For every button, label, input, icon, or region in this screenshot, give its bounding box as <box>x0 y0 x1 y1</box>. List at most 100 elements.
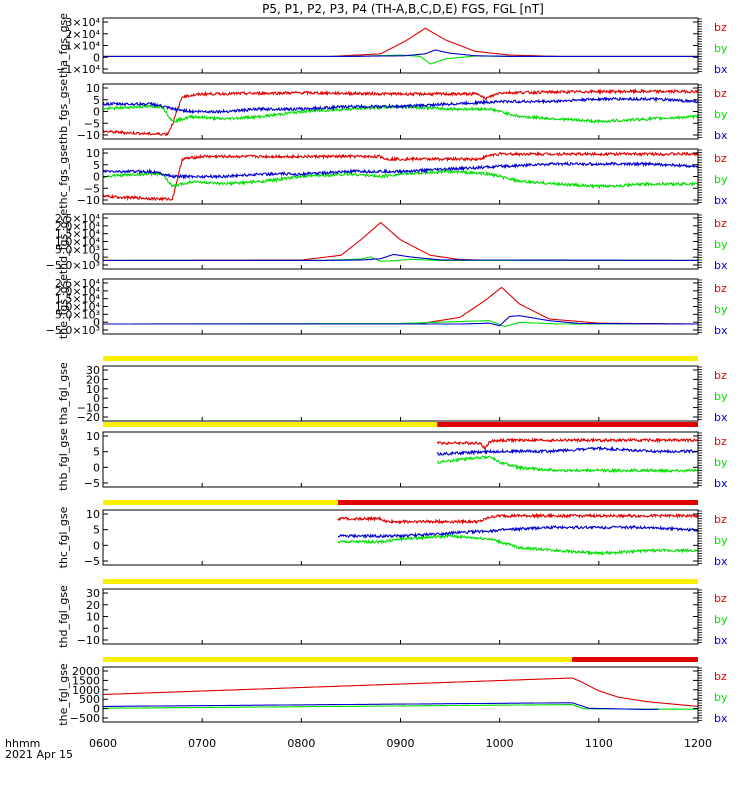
y-tick-label: 5 <box>93 94 100 107</box>
legend-bx: bx <box>714 411 728 424</box>
y-tick-label: 0 <box>93 171 100 184</box>
y-tick-label: −5 <box>84 477 100 490</box>
y-tick-label: 1×10⁴ <box>65 40 100 53</box>
y-tick-label: 0 <box>93 622 100 635</box>
status-bar-yellow <box>103 500 339 505</box>
y-tick-label: 5 <box>93 524 100 537</box>
series-bz <box>103 222 698 261</box>
series-bz <box>337 512 699 525</box>
series-by <box>103 103 699 125</box>
x-unit-label: hhmm <box>5 737 40 750</box>
y-tick-label: 0 <box>93 51 100 64</box>
status-bar-red <box>437 422 698 427</box>
legend-bx: bx <box>714 194 728 207</box>
y-tick-label: 2.0×10⁴ <box>55 285 101 298</box>
y-tick-label: 0 <box>93 316 100 329</box>
y-tick-label: 10 <box>86 430 100 443</box>
legend-bz: bz <box>714 592 727 605</box>
legend-by: by <box>714 534 728 547</box>
status-bar-yellow <box>103 579 698 584</box>
y-axis-label: tha_fgs_gse <box>57 13 70 78</box>
y-tick-label: 0 <box>93 461 100 474</box>
y-tick-label: −5 <box>84 182 100 195</box>
y-tick-label: 1000 <box>72 684 100 697</box>
y-tick-label: −500 <box>70 712 100 725</box>
series-bz <box>102 88 699 136</box>
y-tick-label: −5 <box>84 555 100 568</box>
y-tick-label: 0 <box>93 703 100 716</box>
y-tick-label: 2.5×10⁴ <box>55 277 101 290</box>
legend-bx: bx <box>714 712 728 725</box>
y-tick-label: 10 <box>86 147 100 160</box>
y-tick-label: 1.5×10⁴ <box>55 293 101 306</box>
y-tick-label: 5.0×10³ <box>55 308 100 321</box>
series-bz <box>102 151 699 202</box>
series-bz <box>436 437 699 451</box>
legend-by: by <box>714 42 728 55</box>
y-tick-label: 10 <box>86 383 100 396</box>
legend-bz: bz <box>714 670 727 683</box>
series-bx <box>103 253 698 261</box>
y-tick-label: 0 <box>93 539 100 552</box>
y-axis-label: the_fgl_gse <box>57 663 70 726</box>
x-tick-label: 0600 <box>89 737 117 750</box>
legend-bx: bx <box>714 555 728 568</box>
y-tick-label: −5.0×10³ <box>46 259 100 272</box>
legend-by: by <box>714 173 728 186</box>
y-tick-label: 10 <box>86 508 100 521</box>
legend-bx: bx <box>714 63 728 76</box>
y-tick-label: 0 <box>93 251 100 264</box>
panel-thb_fgl_gse: 10 5 0 −5 thb_fgl_gse bz by bx <box>57 422 728 491</box>
legend-by: by <box>714 108 728 121</box>
series-by <box>437 455 699 474</box>
panel-the_fgs_gse: 2.5×10⁴2.0×10⁴1.5×10⁴1.0×10⁴5.0×10³0−5.0… <box>46 274 728 339</box>
y-tick-label: 2000 <box>72 665 100 678</box>
series-bz <box>103 286 698 325</box>
legend-by: by <box>714 238 728 251</box>
series-bx <box>103 702 659 711</box>
status-bar-yellow <box>103 422 438 427</box>
y-tick-label: 2×10⁴ <box>65 28 100 41</box>
series-bz <box>103 27 698 57</box>
y-tick-label: 1.0×10⁴ <box>55 236 101 249</box>
x-tick-label: 1100 <box>585 737 613 750</box>
y-tick-label: 20 <box>86 599 100 612</box>
legend-bx: bx <box>714 259 728 272</box>
y-tick-label: −10 <box>77 129 100 142</box>
panel-thc_fgl_gse: 10 5 0 −5 thc_fgl_gse bz by bx <box>57 500 728 568</box>
legend-bz: bz <box>714 217 727 230</box>
y-tick-label: 5.0×10³ <box>55 243 100 256</box>
legend-bz: bz <box>714 21 727 34</box>
date-label: 2021 Apr 15 <box>5 748 73 761</box>
x-tick-label: 0700 <box>188 737 216 750</box>
y-tick-label: −1×10⁴ <box>56 63 100 76</box>
x-tick-label: 1000 <box>486 737 514 750</box>
series-bx <box>102 96 699 115</box>
legend-by: by <box>714 456 728 469</box>
panel-frame <box>102 278 699 335</box>
series-bx <box>103 49 698 57</box>
y-tick-label: −10 <box>77 194 100 207</box>
status-bar-yellow <box>103 356 698 361</box>
legend-bz: bz <box>714 87 727 100</box>
y-axis-label: thd_fgs_gse <box>57 209 70 275</box>
y-tick-label: 30 <box>86 364 100 377</box>
y-axis-label: thb_fgl_gse <box>57 428 70 491</box>
series-bx <box>436 445 699 457</box>
status-bar-yellow <box>103 657 573 662</box>
y-axis-label: thc_fgl_gse <box>57 506 70 568</box>
y-tick-label: 3×10⁴ <box>65 16 100 29</box>
y-tick-label: 0 <box>93 392 100 405</box>
legend-by: by <box>714 691 728 704</box>
y-tick-label: −10 <box>77 402 100 415</box>
y-tick-label: −10 <box>77 634 100 647</box>
series-bx <box>102 160 699 180</box>
legend-bz: bz <box>714 513 727 526</box>
series-bz <box>103 677 698 707</box>
y-axis-label: thd_fgl_gse <box>57 585 70 648</box>
y-tick-label: 500 <box>79 693 100 706</box>
